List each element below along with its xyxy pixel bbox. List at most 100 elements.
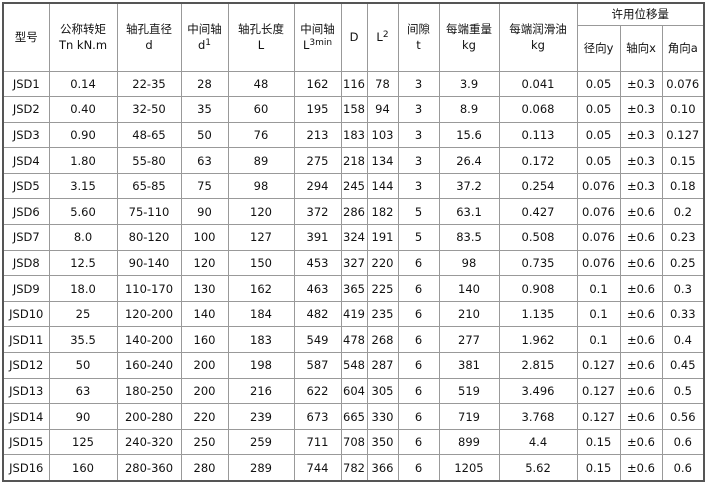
table-cell: 1.80 bbox=[48, 147, 118, 174]
table-cell: 134 bbox=[366, 147, 399, 174]
table-cell: 182 bbox=[366, 198, 399, 226]
table-cell: 4.4 bbox=[498, 428, 578, 456]
table-cell: 289 bbox=[227, 454, 295, 482]
table-cell: 125 bbox=[48, 428, 118, 456]
table-cell: 0.254 bbox=[498, 172, 578, 200]
table-cell: 200 bbox=[180, 377, 229, 405]
table-cell: 140 bbox=[438, 275, 500, 302]
table-cell: 268 bbox=[366, 326, 399, 354]
table-cell: 0.076 bbox=[661, 70, 705, 98]
table-cell: ±0.3 bbox=[619, 121, 663, 149]
table-cell: 239 bbox=[227, 403, 295, 430]
table-cell: 0.05 bbox=[576, 70, 621, 98]
table-cell: ±0.6 bbox=[619, 428, 663, 456]
table-cell: 0.076 bbox=[576, 224, 621, 251]
table-cell: 3 bbox=[397, 147, 440, 174]
table-cell: 48-65 bbox=[116, 121, 182, 149]
table-cell: 195 bbox=[293, 96, 342, 123]
table-cell: 0.05 bbox=[576, 121, 621, 149]
table-cell: 98 bbox=[227, 172, 295, 200]
table-cell: 216 bbox=[227, 377, 295, 405]
table-cell: 286 bbox=[340, 198, 368, 226]
table-cell: 0.735 bbox=[498, 249, 578, 277]
table-cell: 719 bbox=[438, 403, 500, 430]
table-cell: 711 bbox=[293, 428, 342, 456]
table-cell: 0.10 bbox=[661, 96, 705, 123]
header-bore-length: 轴孔长度 L bbox=[227, 2, 295, 72]
table-cell: 200-280 bbox=[116, 403, 182, 430]
header-mid-shaft-d: 中间轴 d1 bbox=[180, 2, 229, 72]
table-cell: 0.33 bbox=[661, 300, 705, 328]
table-cell: 110-170 bbox=[116, 275, 182, 302]
header-model: 型号 bbox=[2, 2, 50, 72]
table-row: JSD5 3.15 65-85 75 98 294 245 144 3 37.2 0.254 0.07… bbox=[2, 172, 705, 200]
table-cell: JSD16 bbox=[2, 454, 50, 482]
table-cell: 6 bbox=[397, 403, 440, 430]
header-radial: 径向y bbox=[576, 24, 621, 72]
table-cell: 0.1 bbox=[576, 275, 621, 302]
header-gap: 间隙 t bbox=[397, 2, 440, 72]
table-cell: 8.0 bbox=[48, 224, 118, 251]
table-cell: 235 bbox=[366, 300, 399, 328]
table-cell: 482 bbox=[293, 300, 342, 328]
table-cell: 6 bbox=[397, 326, 440, 354]
table-cell: 0.1 bbox=[576, 326, 621, 354]
table-cell: 6 bbox=[397, 275, 440, 302]
header-bore: 轴孔直径 d bbox=[116, 2, 182, 72]
table-row: JSD6 5.60 75-110 90 120 372 286 182 5 63.1 0.427 0.… bbox=[2, 198, 705, 226]
table-cell: JSD13 bbox=[2, 377, 50, 405]
table-cell: 665 bbox=[340, 403, 368, 430]
table-cell: 0.1 bbox=[576, 300, 621, 328]
table-cell: 26.4 bbox=[438, 147, 500, 174]
table-cell: 0.14 bbox=[48, 70, 118, 98]
table-cell: 0.56 bbox=[661, 403, 705, 430]
table-cell: 22-35 bbox=[116, 70, 182, 98]
table-cell: 1205 bbox=[438, 454, 500, 482]
table-cell: 0.15 bbox=[661, 147, 705, 174]
table-cell: 5 bbox=[397, 198, 440, 226]
table-cell: 250 bbox=[180, 428, 229, 456]
table-cell: 548 bbox=[340, 352, 368, 379]
table-row: JSD13 63 180-250 200 216 622 604 305 6 519 3.496 0.… bbox=[2, 377, 705, 405]
table-cell: 218 bbox=[340, 147, 368, 174]
table-cell: 18.0 bbox=[48, 275, 118, 302]
table-cell: 673 bbox=[293, 403, 342, 430]
table-cell: 76 bbox=[227, 121, 295, 149]
table-cell: 3.768 bbox=[498, 403, 578, 430]
table-cell: 327 bbox=[340, 249, 368, 277]
table-cell: 191 bbox=[366, 224, 399, 251]
table-cell: 94 bbox=[366, 96, 399, 123]
table-cell: 381 bbox=[438, 352, 500, 379]
table-cell: 78 bbox=[366, 70, 399, 98]
table-cell: 0.15 bbox=[576, 428, 621, 456]
table-row: JSD14 90 200-280 220 239 673 665 330 6 719 3.768 0.… bbox=[2, 403, 705, 430]
table-cell: JSD14 bbox=[2, 403, 50, 430]
table-cell: 372 bbox=[293, 198, 342, 226]
table-cell: 103 bbox=[366, 121, 399, 149]
table-cell: 0.068 bbox=[498, 96, 578, 123]
table-cell: 100 bbox=[180, 224, 229, 251]
table-row: JSD11 35.5 140-200 160 183 549 478 268 6 277 1.962… bbox=[2, 326, 705, 354]
table-cell: 330 bbox=[366, 403, 399, 430]
table-cell: 240-320 bbox=[116, 428, 182, 456]
table-cell: 120-200 bbox=[116, 300, 182, 328]
table-cell: 6 bbox=[397, 300, 440, 328]
table-cell: 0.113 bbox=[498, 121, 578, 149]
table-cell: 245 bbox=[340, 172, 368, 200]
table-cell: 305 bbox=[366, 377, 399, 405]
table-cell: JSD9 bbox=[2, 275, 50, 302]
table-cell: 120 bbox=[180, 249, 229, 277]
table-row: JSD7 8.0 80-120 100 127 391 324 191 5 83.5 0.508 0.… bbox=[2, 224, 705, 251]
table-row: JSD10 25 120-200 140 184 482 419 235 6 210 1.135 0.… bbox=[2, 300, 705, 328]
table-cell: 324 bbox=[340, 224, 368, 251]
table-cell: 90-140 bbox=[116, 249, 182, 277]
table-cell: 5.60 bbox=[48, 198, 118, 226]
table-cell: 0.127 bbox=[576, 352, 621, 379]
header-D: D bbox=[340, 2, 368, 72]
table-cell: ±0.6 bbox=[619, 249, 663, 277]
table-cell: 419 bbox=[340, 300, 368, 328]
table-cell: 0.6 bbox=[661, 454, 705, 482]
table-cell: 48 bbox=[227, 70, 295, 98]
table-cell: 198 bbox=[227, 352, 295, 379]
